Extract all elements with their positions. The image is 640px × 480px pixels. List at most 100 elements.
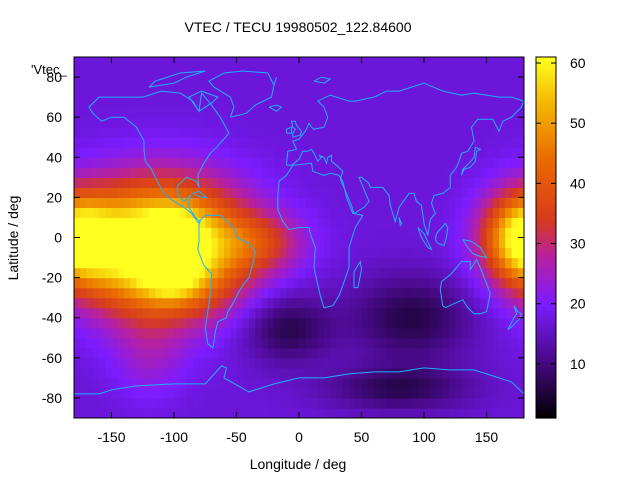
heat-cell [249, 87, 256, 98]
heat-cell [105, 97, 113, 108]
heat-cell [399, 147, 406, 158]
heat-cell [124, 157, 131, 168]
heat-cell [180, 347, 188, 359]
heat-cell [430, 77, 438, 88]
heat-cell [105, 297, 113, 309]
heat-cell [342, 157, 350, 168]
heat-cell [311, 207, 319, 219]
heat-cell [217, 57, 225, 68]
heat-cell [436, 317, 444, 329]
colorbar-swatch [536, 186, 556, 190]
heat-cell [124, 207, 131, 219]
heat-cell [405, 117, 413, 128]
heat-cell [161, 197, 169, 209]
heat-cell [424, 307, 431, 319]
heat-cell [142, 357, 150, 369]
heat-cell [505, 257, 513, 269]
heat-cell [411, 117, 419, 128]
heat-cell [280, 237, 288, 249]
heat-cell [517, 217, 524, 229]
heat-cell [411, 87, 419, 98]
heat-cell [280, 77, 288, 88]
heat-cell [205, 217, 213, 229]
heat-cell [324, 357, 331, 369]
heat-cell [511, 57, 519, 68]
heat-cell [205, 377, 213, 389]
heat-cell [474, 157, 481, 168]
heat-cell [511, 157, 519, 168]
heat-cell [517, 87, 524, 98]
heat-cell [449, 387, 456, 399]
heat-cell [355, 397, 363, 409]
heat-cell [330, 277, 338, 289]
heat-cell [311, 217, 319, 229]
heat-cell [99, 397, 106, 409]
heat-cell [274, 407, 281, 418]
heat-cell [417, 347, 425, 359]
heat-cell [92, 367, 100, 379]
heat-cell [417, 307, 425, 319]
heat-cell [311, 287, 319, 299]
heat-cell [224, 287, 231, 299]
heat-cell [286, 187, 294, 198]
heat-cell [292, 377, 300, 389]
heat-cell [436, 327, 444, 339]
heat-cell [374, 267, 381, 279]
heat-cell [474, 167, 481, 178]
heat-cell [136, 237, 144, 249]
heat-cell [136, 317, 144, 329]
heat-cell [486, 237, 494, 249]
heat-cell [405, 377, 413, 389]
heat-cell [149, 137, 156, 148]
heat-cell [92, 207, 100, 219]
heat-cell [186, 107, 194, 118]
heat-cell [286, 87, 294, 98]
colorbar-swatch [536, 141, 556, 145]
heat-cell [349, 67, 356, 78]
heat-cell [174, 287, 181, 299]
heat-cell [224, 87, 231, 98]
heat-cell [361, 257, 369, 269]
heat-cell [486, 297, 494, 309]
colorbar-swatch [536, 129, 556, 133]
heat-cell [492, 127, 500, 138]
heat-cell [186, 377, 194, 389]
heat-cell [92, 217, 100, 229]
heat-cell [267, 97, 275, 108]
heat-cell [380, 57, 388, 68]
heat-cell [511, 87, 519, 98]
heat-cell [92, 337, 100, 349]
heat-cell [499, 57, 506, 68]
heat-cell [280, 367, 288, 379]
heat-cell [111, 67, 119, 78]
heat-cell [430, 407, 438, 418]
heat-cell [474, 227, 481, 239]
heat-cell [130, 297, 138, 309]
heat-cell [224, 217, 231, 229]
heat-cell [224, 177, 231, 188]
heat-cell [467, 277, 475, 289]
heat-cell [330, 247, 338, 259]
heat-cell [211, 207, 219, 219]
colorbar-swatch [536, 144, 556, 148]
heat-cell [186, 267, 194, 279]
heat-cell [242, 87, 250, 98]
heat-cell [80, 357, 88, 369]
heat-cell [436, 147, 444, 158]
heat-cell [111, 77, 119, 88]
heat-cell [274, 227, 281, 239]
heat-cell [424, 167, 431, 178]
heat-cell [311, 237, 319, 249]
heat-cell [161, 177, 169, 188]
heat-cell [211, 307, 219, 319]
heat-cell [280, 117, 288, 128]
heat-cell [355, 407, 363, 418]
heat-cell [161, 87, 169, 98]
heat-cell [380, 197, 388, 209]
heat-cell [267, 267, 275, 279]
heat-cell [486, 167, 494, 178]
heat-cell [236, 177, 244, 188]
heat-cell [130, 357, 138, 369]
heat-cell [155, 97, 163, 108]
heat-cell [74, 177, 81, 188]
